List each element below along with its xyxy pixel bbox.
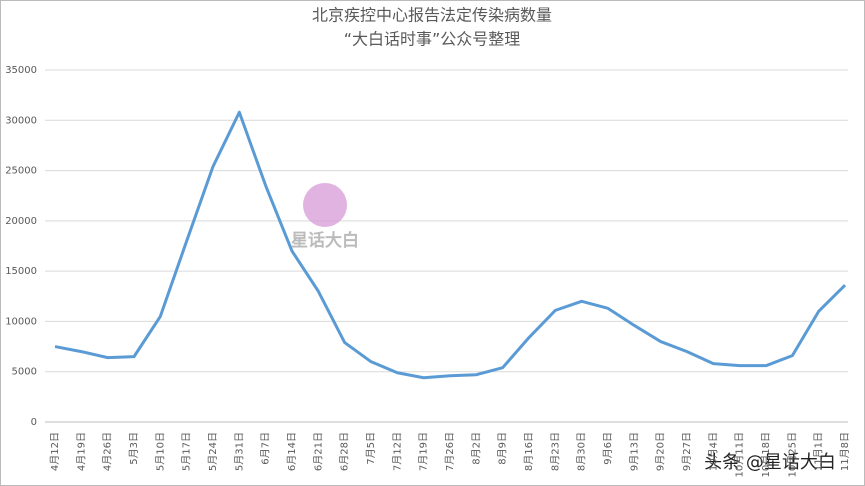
x-tick-label: 8月9日 [497, 432, 509, 465]
x-tick-label: 4月12日 [49, 432, 61, 471]
x-tick-label: 8月23日 [549, 432, 561, 471]
x-tick-label: 6月7日 [260, 432, 272, 465]
y-tick-label: 5000 [12, 367, 37, 378]
watermark: 星话大白 [291, 230, 359, 251]
x-tick-label: 10月11日 [734, 432, 746, 477]
x-tick-label: 5月17日 [181, 432, 193, 471]
x-tick-label: 10月25日 [786, 432, 798, 477]
y-tick-label: 25000 [5, 166, 37, 177]
chart-title: 北京疾控中心报告法定传染病数量 [312, 6, 552, 25]
y-tick-label: 30000 [5, 115, 37, 126]
x-tick-label: 10月18日 [760, 432, 772, 477]
x-tick-label: 6月14日 [286, 432, 298, 471]
chart-subtitle: “大白话时事”公众号整理 [344, 30, 521, 49]
y-tick-label: 35000 [5, 65, 37, 76]
x-tick-label: 4月19日 [75, 432, 87, 471]
x-tick-label: 9月27日 [681, 432, 693, 471]
x-tick-label: 6月21日 [312, 432, 324, 471]
x-tick-label: 5月3日 [128, 432, 140, 465]
x-tick-label: 5月10日 [154, 432, 166, 471]
x-tick-label: 11月1日 [813, 432, 825, 471]
x-tick-label: 9月13日 [628, 432, 640, 471]
x-tick-label: 9月6日 [602, 432, 614, 465]
x-tick-label: 8月16日 [523, 432, 535, 471]
y-tick-label: 10000 [5, 316, 37, 327]
x-tick-label: 11月8日 [839, 432, 851, 471]
x-tick-label: 7月26日 [444, 432, 456, 471]
y-tick-label: 0 [31, 417, 37, 428]
x-tick-label: 10月4日 [707, 432, 719, 471]
x-tick-label: 6月28日 [339, 432, 351, 471]
x-tick-label: 8月2日 [470, 432, 482, 465]
y-tick-label: 20000 [5, 216, 37, 227]
data-line [54, 110, 847, 380]
x-tick-label: 7月12日 [391, 432, 403, 471]
watermark-logo [303, 183, 347, 227]
x-tick-label: 5月24日 [207, 432, 219, 471]
x-tick-label: 4月26日 [102, 432, 114, 471]
x-tick-label: 8月30日 [576, 432, 588, 471]
y-tick-label: 15000 [5, 266, 37, 277]
watermark: 头条 @星话大白 [704, 452, 836, 473]
x-tick-label: 7月19日 [418, 432, 430, 471]
x-tick-label: 7月5日 [365, 432, 377, 465]
x-tick-label: 9月20日 [655, 432, 667, 471]
x-tick-label: 5月31日 [233, 432, 245, 471]
